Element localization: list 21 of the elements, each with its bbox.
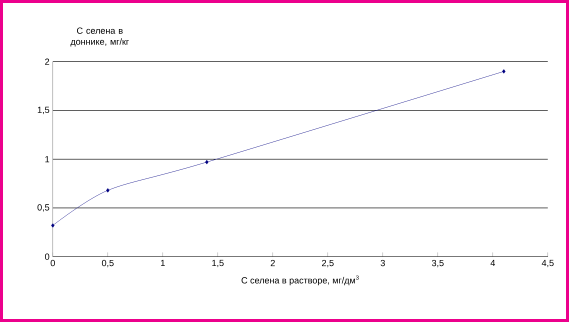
- x-tick-label: 0,5: [102, 260, 114, 268]
- x-tick-label: 1: [161, 260, 165, 266]
- x-tick-label: 2,5: [322, 260, 334, 268]
- point: [502, 69, 506, 74]
- point: [51, 223, 55, 228]
- x-tick-label: 2: [270, 260, 275, 266]
- y-tick-label: 0: [44, 253, 50, 260]
- y-tick-label: 1,5: [38, 106, 50, 114]
- x-tick-label: 4: [490, 260, 496, 266]
- x-tick-label: 3,5: [432, 260, 444, 268]
- x-tick-label: 3: [380, 260, 385, 266]
- x-tick-label: 1,5: [212, 260, 224, 268]
- y-tick-label: 0,5: [37, 204, 50, 212]
- point: [205, 160, 209, 164]
- x-tick-label: 0: [50, 260, 55, 266]
- x-axis-title: С селена в растворе, мг/дм$^{3}$: [242, 275, 359, 286]
- point: [106, 188, 110, 193]
- y-axis-title: С селена в доннике, мг/кг: [70, 27, 129, 46]
- y-tick-label: 1: [45, 156, 50, 162]
- y-tick-label: 2: [45, 58, 50, 65]
- x-tick-label: 4,5: [542, 260, 554, 268]
